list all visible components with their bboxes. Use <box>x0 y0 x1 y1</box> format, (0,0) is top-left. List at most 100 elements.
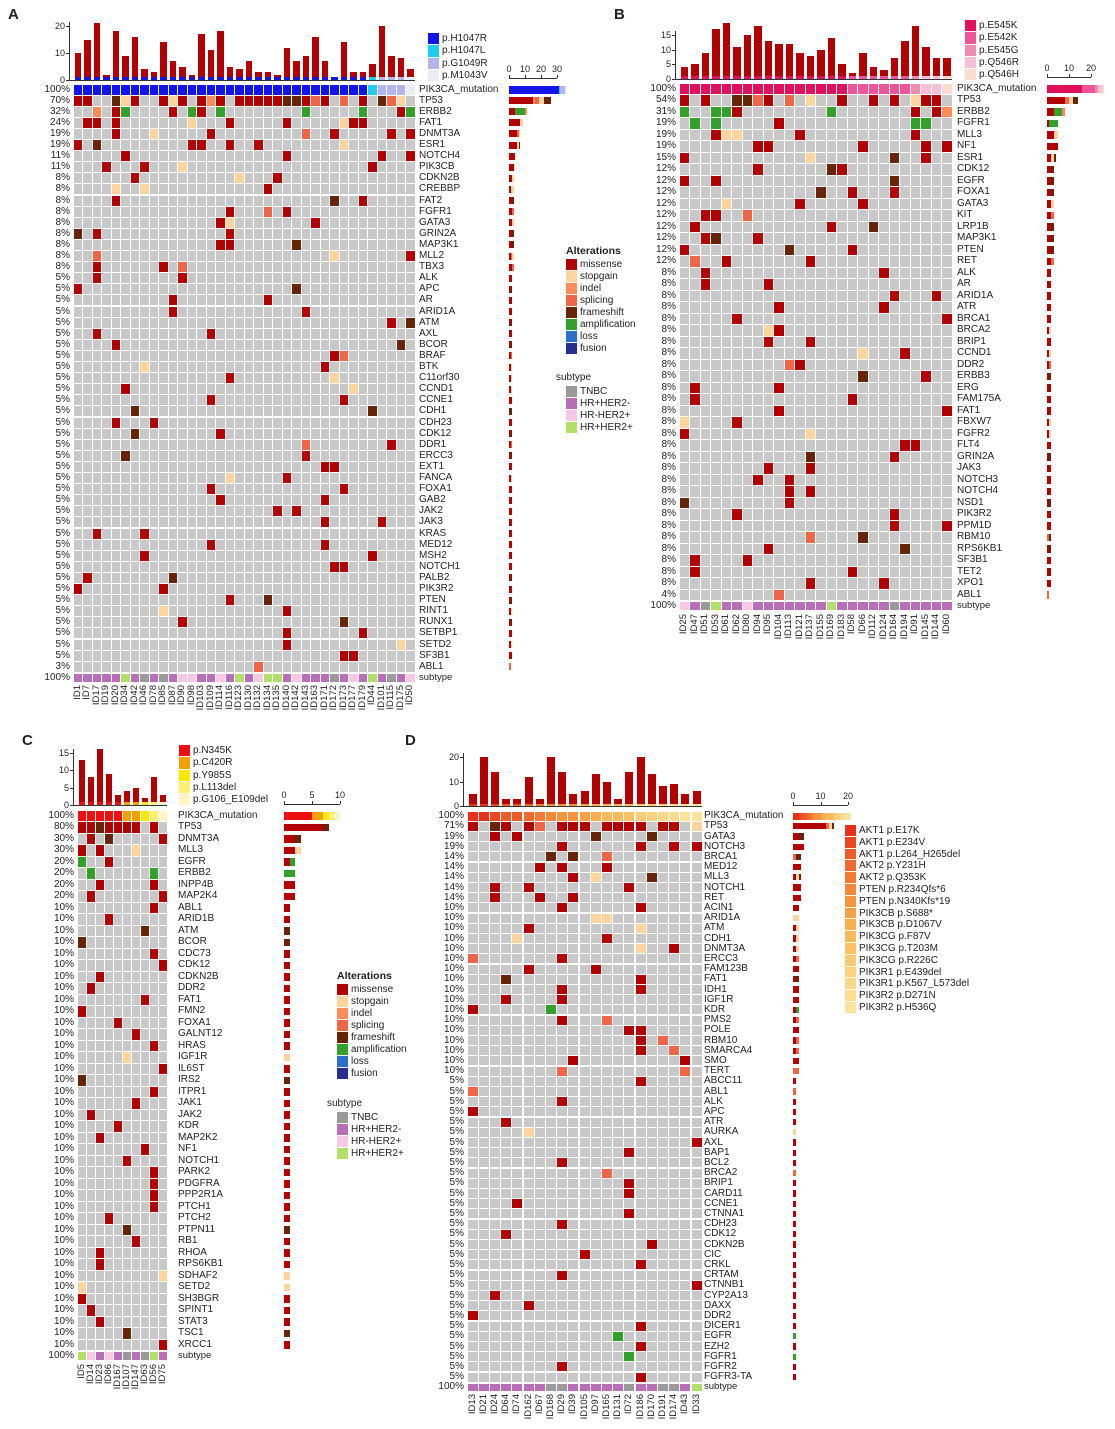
mutation-cell <box>774 497 784 508</box>
mutation-cell <box>73 417 82 428</box>
mutation-cell <box>377 395 386 406</box>
mutation-cell <box>339 195 348 206</box>
mutation-cell <box>646 944 657 954</box>
mutation-cell <box>826 290 836 301</box>
mutation-cell <box>377 228 386 239</box>
mutation-cell <box>121 339 130 350</box>
mutation-cell <box>868 509 878 520</box>
sample-label: ID80 <box>741 614 753 635</box>
mutation-cell <box>690 187 700 198</box>
mutation-cell <box>206 306 215 317</box>
gene-label: ACIN1 <box>704 901 734 913</box>
mutation-cell <box>111 561 120 572</box>
mutation-cell <box>158 1098 167 1109</box>
mutation-cell <box>732 95 742 106</box>
mutation-cell <box>86 1144 95 1155</box>
mutation-cell <box>396 173 405 184</box>
mutation-cell <box>889 589 899 600</box>
mutation-cell <box>168 450 177 461</box>
mutation-cell <box>197 206 206 217</box>
mutation-cell <box>942 463 952 474</box>
mutation-cell <box>784 428 794 439</box>
mutation-cell <box>931 509 941 520</box>
mutation-cell <box>311 561 320 572</box>
mutation-cell <box>104 891 113 902</box>
mutation-cell <box>292 373 301 384</box>
mutation-cell <box>121 639 130 650</box>
frequency-bar-segment <box>1047 361 1050 369</box>
mutation-cell <box>501 903 512 913</box>
row-percent: 8% <box>55 216 70 228</box>
mutation-cell <box>83 140 92 151</box>
mutation-cell <box>113 1017 122 1028</box>
mutation-cell <box>805 486 815 497</box>
mutation-cell <box>396 350 405 361</box>
mutation-cell <box>579 933 590 944</box>
mutation-cell <box>406 262 415 273</box>
mutation-cell <box>837 520 847 531</box>
mutation-cell <box>311 262 320 273</box>
mutation-cell <box>301 284 310 295</box>
mutation-cell <box>225 350 234 361</box>
mutation-cell <box>942 95 952 106</box>
mutation-cell <box>95 937 104 948</box>
mutation-cell <box>121 195 130 206</box>
mutation-count-bar <box>580 791 589 804</box>
mutation-cell <box>837 164 847 175</box>
mutation-cell <box>235 217 244 228</box>
mutation-cell <box>187 406 196 417</box>
mutation-cell <box>910 543 920 554</box>
mutation-cell <box>121 484 130 495</box>
mutation-cell <box>104 1155 113 1166</box>
mutation-cell <box>273 539 282 550</box>
mutation-cell <box>879 95 889 106</box>
mutation-cell <box>159 450 168 461</box>
mutation-cell <box>711 106 721 117</box>
mutation-cell <box>837 394 847 405</box>
mutation-cell <box>931 451 941 462</box>
row-percent: 8% <box>661 462 676 474</box>
frequency-bar-segment <box>525 108 527 116</box>
mutation-cell <box>122 1052 131 1063</box>
mutation-cell <box>254 661 263 672</box>
mutation-cell <box>711 520 721 531</box>
frequency-bar-segment <box>1051 154 1054 162</box>
mutation-cell <box>700 129 710 140</box>
mutation-cell <box>826 279 836 290</box>
mutation-cell <box>235 528 244 539</box>
mutation-cell <box>721 175 731 186</box>
mutation-cell <box>489 862 501 872</box>
mutation-cell <box>868 486 878 497</box>
mutation-cell <box>763 417 773 428</box>
mutation-cell <box>95 1017 104 1028</box>
mutation-cell <box>679 371 689 382</box>
mutation-cell <box>244 650 253 661</box>
frequency-bar-segment <box>823 812 826 820</box>
mutation-cell <box>921 221 931 232</box>
mutation-cell <box>669 913 680 923</box>
gene-label: JAK1 <box>178 1097 202 1109</box>
mutation-cell <box>601 984 613 995</box>
mutation-cell <box>95 971 104 982</box>
mutation-cell <box>826 405 836 416</box>
mutation-cell <box>942 118 952 129</box>
mutation-count-bar-pik3ca <box>546 803 556 806</box>
subtype-cell <box>273 673 282 682</box>
mutation-cell <box>311 484 320 495</box>
mutation-cell <box>534 933 545 944</box>
mutation-cell <box>358 550 367 561</box>
mutation-cell <box>512 893 523 903</box>
frequency-bar-segment <box>845 812 851 820</box>
mutation-cell <box>95 994 104 1005</box>
mutation-cell <box>159 495 168 506</box>
pik3ca-cell <box>795 83 805 94</box>
frequency-bar-segment <box>284 1226 290 1234</box>
mutation-cell <box>805 279 815 290</box>
mutation-cell <box>721 405 731 416</box>
mutation-cell <box>601 862 613 872</box>
mutation-cell <box>311 128 320 139</box>
row-percent: 8% <box>55 172 70 184</box>
mutation-cell <box>349 495 358 506</box>
mutation-cell <box>149 833 158 844</box>
mutation-cell <box>523 821 534 831</box>
